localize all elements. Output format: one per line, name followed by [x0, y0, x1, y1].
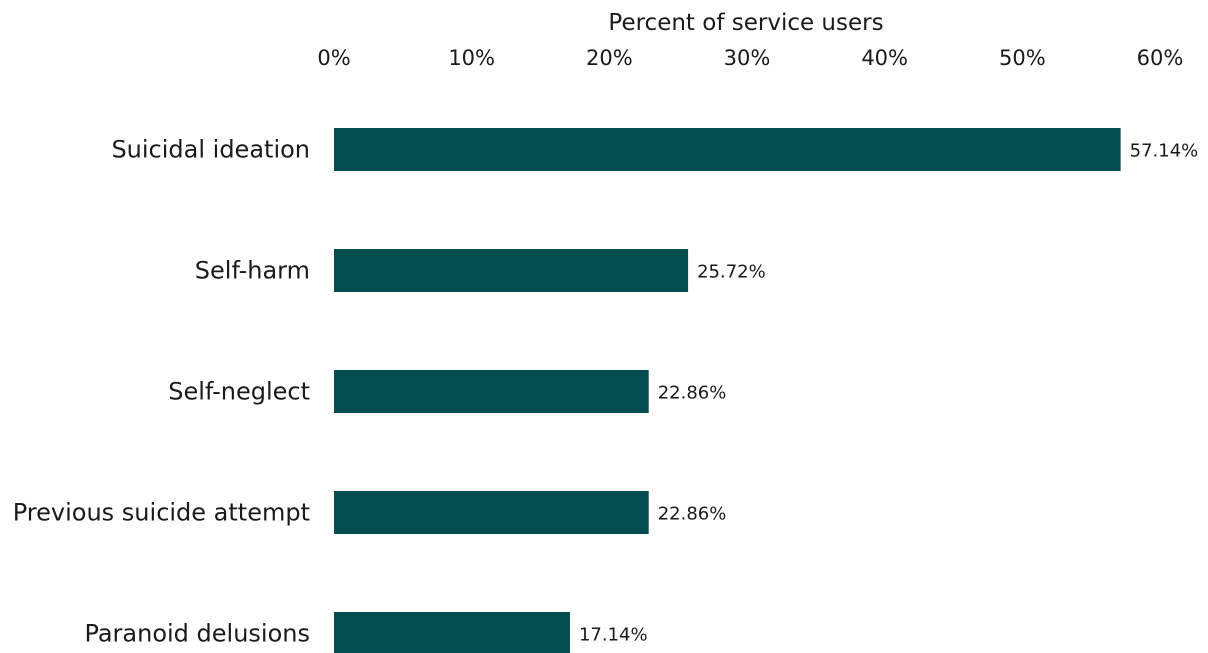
x-tick-label: 30% [724, 46, 771, 70]
x-axis-ticks: 0% 10% 20% 30% 40% 50% 60% [317, 46, 1183, 70]
category-label: Previous suicide attempt [13, 499, 310, 527]
value-label: 57.14% [1130, 141, 1199, 162]
x-tick-label: 10% [448, 46, 495, 70]
category-labels: Suicidal ideation Self-harm Self-neglect Pr… [13, 136, 310, 648]
x-tick-label: 60% [1137, 46, 1184, 70]
x-tick-label: 50% [999, 46, 1046, 70]
bar [334, 370, 649, 413]
category-label: Self-neglect [168, 378, 310, 406]
x-tick-label: 20% [586, 46, 633, 70]
value-label: 25.72% [697, 262, 766, 283]
bars-group [334, 128, 1121, 653]
bar [334, 612, 570, 653]
category-label: Paranoid delusions [84, 620, 310, 648]
bar [334, 491, 649, 534]
category-label: Suicidal ideation [111, 136, 310, 164]
category-label: Self-harm [195, 257, 310, 285]
bar [334, 128, 1121, 171]
value-label: 17.14% [579, 625, 648, 646]
bar [334, 249, 689, 292]
x-tick-label: 40% [861, 46, 908, 70]
x-axis-title: Percent of service users [608, 10, 883, 36]
x-tick-label: 0% [317, 46, 350, 70]
value-label: 22.86% [658, 504, 727, 525]
value-labels: 57.14% 25.72% 22.86% 22.86% 17.14% [579, 141, 1198, 646]
value-label: 22.86% [658, 383, 727, 404]
